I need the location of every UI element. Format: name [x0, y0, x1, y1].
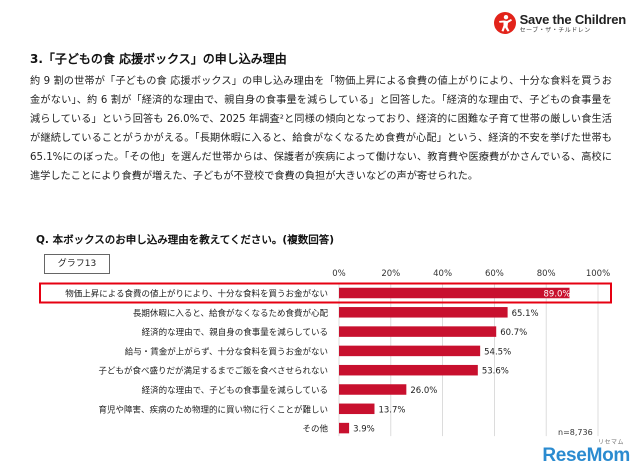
bar	[339, 307, 508, 318]
logo-subtitle: セーブ・ザ・チルドレン	[519, 26, 591, 34]
watermark-subtitle: リセマム	[597, 439, 624, 446]
watermark-logo: ReseMom	[542, 445, 630, 466]
value-label: 54.5%	[484, 347, 511, 357]
resemom-watermark: リセマム ReseMom	[542, 437, 630, 467]
category-label: 子どもが食べ盛りだが満足するまでご飯を食べさせられない	[98, 366, 328, 377]
value-label: 89.0%	[544, 290, 571, 300]
category-label: 経済的な理由で、子どもの食事量を減らしている	[142, 385, 328, 396]
value-label: 65.1%	[512, 309, 539, 319]
category-label: 給与・賃金が上がらず、十分な食料を買うお金がない	[125, 346, 328, 357]
x-tick-label: 100%	[586, 269, 610, 279]
body-paragraph: 約 9 割の世帯が「子どもの食 応援ボックス」の申し込み理由を「物価上昇による食…	[30, 76, 612, 182]
question-heading: Q. 本ボックスのお申し込み理由を教えてください。(複数回答)	[36, 234, 335, 246]
bar	[339, 403, 375, 415]
category-label: 長期休暇に入ると、給食がなくなるため食費が心配	[133, 308, 329, 319]
save-the-children-emblem-icon	[493, 12, 516, 34]
bar	[339, 287, 570, 299]
bar	[339, 384, 407, 395]
logo-name: Save the Children	[519, 11, 627, 27]
x-tick-label: 40%	[433, 269, 452, 279]
bar	[339, 364, 478, 376]
value-label: 60.7%	[500, 328, 527, 338]
category-label: 経済的な理由で、親自身の食事量を減らしている	[142, 327, 328, 338]
category-label: 育児や障害、疾病のため物理的に買い物に行くことが難しい	[98, 404, 328, 415]
value-label: 26.0%	[410, 386, 437, 396]
x-tick-label: 20%	[381, 269, 400, 279]
x-tick-label: 80%	[537, 269, 556, 279]
x-tick-label: 60%	[485, 269, 504, 279]
value-label: 3.9%	[353, 425, 375, 435]
bar	[339, 345, 481, 357]
save-the-children-logo: Save the Children セーブ・ザ・チルドレン	[493, 11, 627, 34]
x-tick-label: 0%	[332, 269, 346, 279]
highlight-box	[39, 282, 612, 304]
section-title: 3.「子どもの食 応援ボックス」の申し込み理由	[30, 52, 287, 66]
bar	[339, 326, 497, 337]
category-label: 物価上昇による食費の値上がりにより、十分な食料を買うお金がない	[65, 289, 328, 300]
value-label: 53.6%	[482, 367, 509, 377]
graph-label: グラフ13	[44, 254, 110, 274]
value-label: 13.7%	[378, 405, 405, 415]
bar	[339, 422, 350, 434]
sample-size-note: n=8,736	[558, 428, 593, 437]
category-label: その他	[302, 424, 328, 435]
